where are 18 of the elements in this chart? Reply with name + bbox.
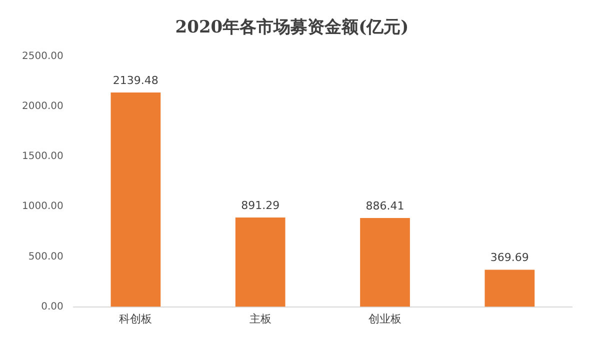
x-tick-label: 科创板 (119, 312, 152, 326)
y-tick-label: 2000.00 (22, 101, 64, 112)
y-tick-label: 2500.00 (22, 50, 64, 62)
x-tick-label: 主板 (249, 312, 272, 326)
data-label: 369.69 (490, 251, 529, 264)
bar (110, 92, 161, 307)
y-tick-label: 1000.00 (22, 201, 64, 212)
chart-title: 2020年各市场募资金额(亿元) (175, 18, 409, 38)
x-tick-label: 创业板 (368, 312, 402, 326)
data-label: 2139.48 (112, 74, 158, 87)
data-label: 891.29 (241, 198, 280, 212)
y-tick-label: 500.00 (28, 251, 64, 262)
bar (484, 270, 535, 307)
y-tick-label: 0.00 (41, 301, 64, 312)
bar (235, 218, 286, 307)
data-label: 886.41 (366, 199, 404, 212)
bar (360, 218, 410, 307)
y-tick-label: 1500.00 (22, 151, 64, 162)
